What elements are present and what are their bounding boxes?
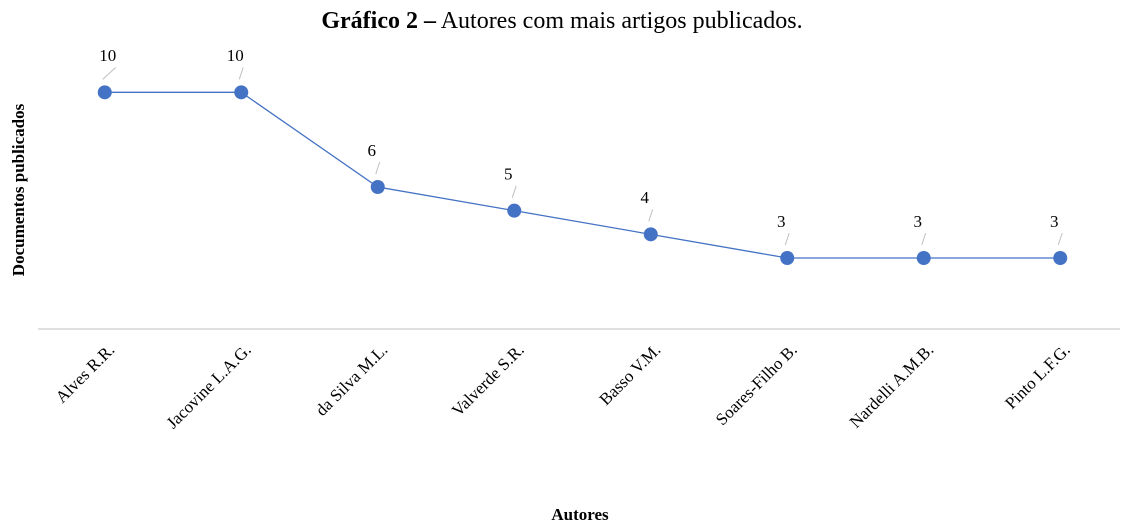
x-tick-label: da Silva M.L. bbox=[312, 340, 392, 420]
data-label: 5 bbox=[504, 165, 513, 184]
leader-line bbox=[511, 185, 517, 198]
point bbox=[780, 251, 795, 265]
point bbox=[643, 227, 658, 242]
x-tick-label: Valverde S.R. bbox=[448, 340, 528, 420]
leader-line bbox=[1057, 232, 1063, 246]
point bbox=[370, 180, 385, 194]
data-label: 10 bbox=[99, 46, 116, 65]
leader-line bbox=[102, 66, 117, 80]
point bbox=[916, 251, 931, 265]
chart-title: Autores com mais artigos publicados. bbox=[441, 8, 803, 34]
data-label: 3 bbox=[914, 212, 923, 231]
data-label: 3 bbox=[1050, 212, 1059, 231]
x-tick-label: Nardelli A.M.B. bbox=[846, 340, 938, 432]
leader-line bbox=[238, 67, 244, 80]
data-label: 3 bbox=[777, 212, 786, 231]
point bbox=[97, 85, 112, 100]
line bbox=[104, 91, 1061, 259]
point bbox=[234, 85, 249, 100]
point bbox=[507, 203, 522, 218]
x-tick-label: Alves R.R. bbox=[52, 340, 119, 407]
leader-line bbox=[921, 232, 927, 246]
x-axis-title: Autores bbox=[551, 505, 609, 524]
x-tick-label: Soares-Filho B. bbox=[712, 340, 801, 429]
x-tick-label: Jacovine L.A.G. bbox=[163, 340, 255, 432]
data-label: 4 bbox=[641, 188, 650, 207]
data-label: 10 bbox=[227, 46, 244, 65]
data-label: 6 bbox=[368, 141, 377, 160]
point bbox=[1053, 251, 1068, 265]
y-axis-title: Documentos publicados bbox=[9, 103, 28, 276]
chart-title-group: Gráfico 2 – Autores com mais artigos pub… bbox=[321, 8, 802, 34]
figure-label: Gráfico 2 – bbox=[321, 8, 437, 34]
leader-line bbox=[784, 232, 790, 246]
x-tick-label: Basso V.M. bbox=[596, 340, 665, 409]
leader-line bbox=[375, 161, 381, 175]
x-tick-label: Pinto L.F.G. bbox=[1001, 340, 1074, 413]
leader-line bbox=[648, 209, 654, 222]
